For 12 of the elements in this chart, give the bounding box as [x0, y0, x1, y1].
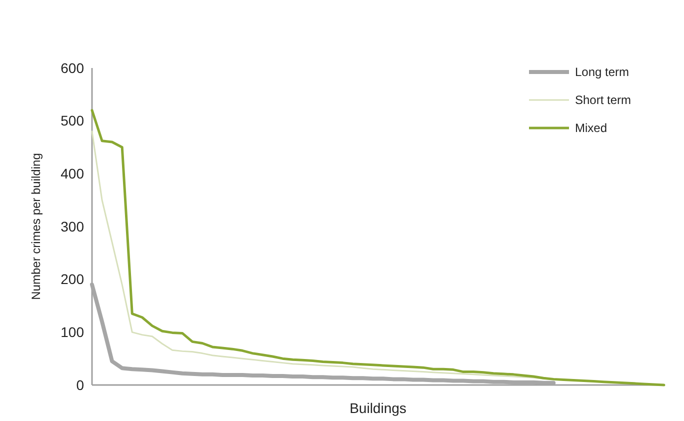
y-tick-label: 100	[60, 324, 84, 340]
legend-label: Short term	[575, 93, 632, 108]
y-tick-label: 0	[76, 376, 84, 393]
y-axis-title: Number crimes per building	[29, 153, 43, 300]
y-tick-label: 500	[60, 112, 84, 129]
legend-label: Long term	[575, 65, 630, 80]
y-tick-label: 200	[60, 271, 84, 288]
y-tick-label: 600	[60, 60, 84, 76]
legend-label: Mixed	[575, 121, 608, 136]
x-axis-title: Buildings	[350, 400, 406, 416]
y-tick-label: 300	[60, 218, 84, 234]
y-tick-label: 400	[60, 166, 84, 182]
